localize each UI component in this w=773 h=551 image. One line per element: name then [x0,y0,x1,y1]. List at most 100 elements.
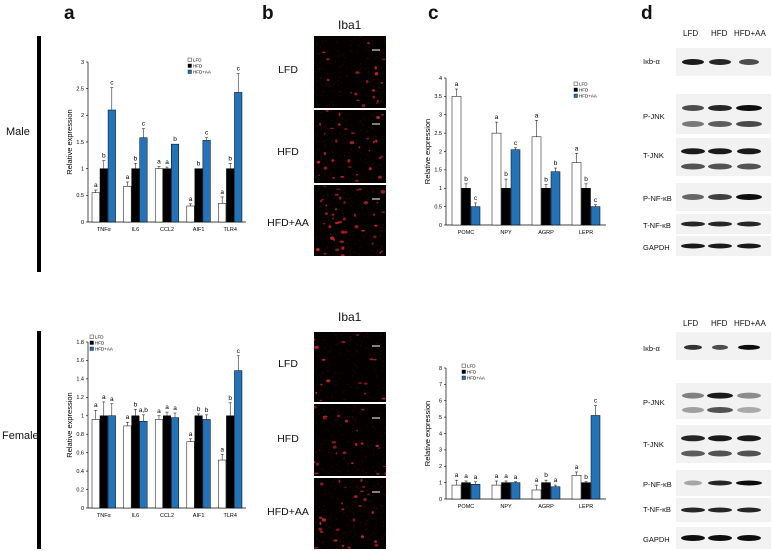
significance-letter: a [165,404,169,411]
bar-lfd [571,475,582,500]
background-speckle [361,206,363,209]
bar-hfd [131,168,140,223]
iba1-positive-cell [337,220,343,224]
background-speckle [335,163,336,165]
background-speckle [352,424,355,427]
background-speckle [322,189,324,192]
iba1-positive-cell [360,478,363,482]
background-speckle [380,245,382,247]
background-speckle [340,342,342,344]
background-speckle [374,57,377,60]
iba1-positive-cell [377,100,379,103]
background-speckle [337,440,339,441]
background-speckle [324,219,326,221]
background-speckle [377,346,379,348]
y-tick-label: 0.6 [76,450,84,456]
y-tick-label: 0.8 [76,432,84,438]
significance-letter: c [237,66,241,73]
significance-letter: a [504,473,508,480]
iba1-positive-cell [344,486,347,489]
background-speckle [321,411,324,413]
blot-band [736,121,762,127]
background-speckle [318,436,320,438]
background-speckle [384,390,386,392]
background-speckle [335,343,337,346]
y-tick-label: 4 [439,76,442,82]
background-speckle [365,358,367,360]
background-speckle [325,124,328,126]
background-speckle [354,251,357,254]
iba1-positive-cell [384,472,386,476]
iba1-positive-cell [355,442,358,447]
blot-background [676,94,771,134]
y-tick-label: 5 [439,415,442,421]
background-speckle [384,42,386,44]
background-speckle [318,434,320,436]
background-speckle [323,505,325,507]
background-speckle [326,528,328,530]
background-speckle [360,36,363,38]
background-speckle [360,179,362,182]
iba1-positive-cell [342,217,346,221]
iba1-positive-cell [322,222,326,225]
background-speckle [382,446,384,449]
background-speckle [385,180,386,182]
background-speckle [323,544,325,546]
wb-male-row-tjnk: T-JNK [643,151,664,160]
bar-hfd-aa [107,415,116,509]
background-speckle [333,488,336,490]
background-speckle [375,368,377,369]
iba1-positive-cell [360,535,364,539]
iba1-positive-cell [374,66,377,70]
background-speckle [373,384,375,386]
y-tick-label: 2.5 [76,86,84,92]
background-speckle [342,97,344,99]
background-speckle [360,385,362,388]
background-speckle [377,65,379,67]
background-speckle [364,438,366,440]
background-speckle [362,124,365,126]
background-speckle [357,332,359,334]
background-speckle [348,363,350,365]
blot-band [682,105,704,111]
background-speckle [332,129,334,131]
legend-swatch [461,363,466,368]
background-speckle [355,75,358,78]
iba1-positive-cell [360,229,366,232]
background-speckle [382,161,385,163]
background-speckle [367,445,369,447]
y-axis-label: Relative expression [423,401,432,466]
background-speckle [318,379,320,381]
background-speckle [368,336,371,339]
bar-hfd [581,482,591,500]
significance-letter: a [220,189,224,196]
iba1-positive-cell [366,138,370,140]
bar-hfd-aa [470,484,481,500]
background-speckle [336,464,338,466]
background-speckle [329,62,331,64]
background-speckle [382,538,384,540]
background-speckle [345,342,347,344]
background-speckle [355,343,358,345]
background-speckle [379,353,382,355]
iba1-positive-cell [331,159,335,162]
blot-band [737,535,761,541]
background-speckle [382,365,385,367]
background-speckle [344,532,347,534]
background-speckle [375,376,378,378]
background-speckle [369,353,371,355]
background-speckle [354,405,356,407]
iba-female-label-lfd: LFD [278,358,298,370]
legend-swatch [461,375,466,380]
background-speckle [324,493,327,496]
background-speckle [357,44,360,47]
background-speckle [362,110,364,112]
background-speckle [369,404,371,405]
iba1-positive-cell [316,160,321,164]
iba1-positive-cell [378,156,382,160]
background-speckle [352,480,354,483]
background-speckle [368,478,370,480]
background-speckle [359,120,361,123]
x-tick-label: AIF1 [193,227,205,233]
background-speckle [347,129,349,131]
